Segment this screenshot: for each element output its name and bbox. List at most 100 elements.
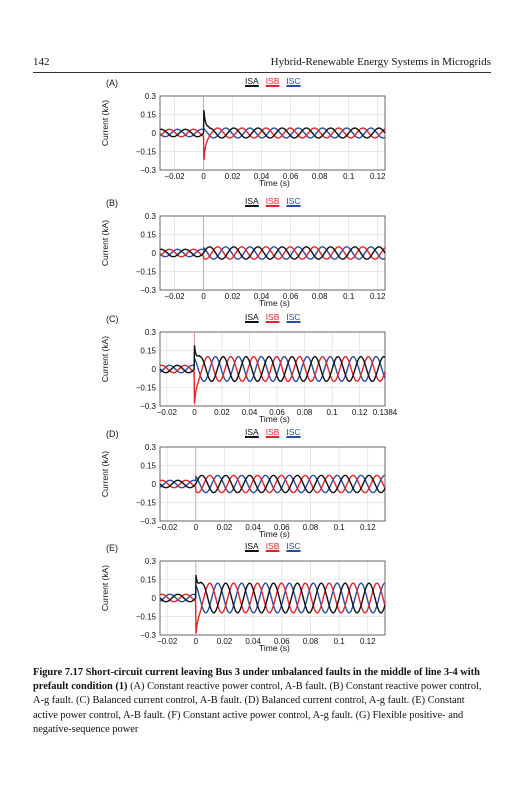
y-axis-label: Current (kA)	[100, 335, 110, 383]
x-tick-label: 0.1	[334, 523, 346, 532]
legend-entry: ISA	[245, 427, 259, 437]
legend-entry: ISA	[245, 76, 259, 86]
x-tick-label: 0.04	[245, 637, 261, 646]
series-line	[159, 345, 386, 382]
x-tick-label: 0.08	[303, 637, 319, 646]
legend: ISA ISB ISC	[245, 76, 301, 86]
x-axis-label: Time (s)	[259, 414, 290, 424]
series-line	[159, 246, 386, 260]
x-tick-label: 0	[194, 637, 199, 646]
x-tick-label: 0.1	[343, 292, 355, 301]
legend-entry: ISB	[265, 427, 280, 437]
y-tick-label: −0.15	[136, 384, 157, 393]
panel-label: (A)	[106, 78, 118, 88]
page-number: 142	[33, 56, 50, 68]
series-line	[159, 474, 386, 494]
chart-svg: 0.30.150−0.15−0.3−0.02 0 0.02 0.04 0.06 0.08 0…	[136, 443, 386, 532]
x-tick-label: −0.02	[157, 408, 178, 417]
chart-panel: (B) ISA ISB ISC Current (kA) Time (s) 0.3 0.15 0…	[100, 196, 402, 313]
x-tick-label: −0.02	[157, 523, 178, 532]
x-tick-label: 0.06	[283, 172, 299, 181]
legend: ISA ISB ISC	[245, 541, 301, 551]
x-tick-label: 0.08	[303, 523, 319, 532]
legend-entry: ISB	[265, 196, 280, 206]
x-tick-label: 0.04	[254, 172, 270, 181]
chart-svg: 0.30.150−0.15−0.3−0.02 0 0.02 0.04 0.06 0.08 0…	[136, 92, 386, 181]
y-tick-label: 0	[152, 480, 157, 489]
y-axis-label: Current (kA)	[100, 99, 110, 147]
x-tick-label: 0.08	[297, 408, 313, 417]
y-tick-label: −0.15	[136, 613, 157, 622]
legend-entry: ISA	[245, 312, 259, 322]
legend-entry: ISC	[286, 76, 301, 86]
series-line	[159, 474, 386, 494]
y-tick-label: −0.15	[136, 268, 157, 277]
y-axis-label: Current (kA)	[100, 219, 110, 267]
figure-caption: Figure 7.17 Short-circuit current leavin…	[33, 666, 491, 737]
y-tick-label: 0	[152, 594, 157, 603]
x-tick-label: 0.02	[225, 172, 241, 181]
chart-svg: 0.30.150−0.15−0.3−0.02 0 0.02 0.04 0.06 0.08 0…	[136, 557, 386, 646]
panel-label: (E)	[106, 543, 118, 553]
x-tick-label: 0	[194, 523, 199, 532]
y-axis-label: Current (kA)	[100, 564, 110, 612]
y-tick-label: 0.3	[145, 557, 157, 566]
y-tick-label: −0.3	[140, 517, 156, 526]
y-axis-label: Current (kA)	[100, 450, 110, 498]
series-line	[159, 582, 385, 614]
x-axis-label: Time (s)	[259, 178, 290, 188]
x-tick-label: 0.08	[312, 292, 328, 301]
series-line	[159, 246, 386, 260]
x-tick-label: 0	[201, 292, 206, 301]
x-axis-label: Time (s)	[259, 529, 290, 539]
legend-entry: ISB	[265, 312, 280, 322]
y-tick-label: −0.3	[140, 631, 156, 640]
panel-label: (D)	[106, 429, 119, 439]
y-tick-label: 0.15	[140, 347, 156, 356]
legend-entry: ISB	[265, 541, 280, 551]
y-tick-label: 0	[152, 129, 157, 138]
chart-svg: 0.30.150−0.15−0.3−0.02 0 0.02 0.04 0.06 0.08 0…	[136, 328, 398, 417]
legend-entry: ISC	[286, 312, 301, 322]
chart-panel: (A) ISA ISB ISC Current (kA) Time (s) 0.3 0.15 0…	[100, 76, 402, 193]
header-rule	[33, 72, 491, 73]
x-axis-label: Time (s)	[259, 298, 290, 308]
x-tick-label: 0.1	[334, 637, 346, 646]
x-tick-label: 0.12	[360, 523, 376, 532]
x-tick-label: 0.06	[274, 523, 290, 532]
x-tick-label: −0.02	[157, 637, 178, 646]
caption-text: (A) Constant reactive power control, A-B…	[33, 681, 482, 735]
y-tick-label: 0	[152, 249, 157, 258]
series-line	[159, 355, 386, 382]
series-line	[159, 574, 386, 614]
legend: ISA ISB ISC	[245, 312, 301, 322]
y-tick-label: 0.3	[145, 328, 157, 337]
legend-entry: ISA	[245, 196, 259, 206]
y-tick-label: 0	[152, 365, 157, 374]
y-tick-label: 0.15	[140, 462, 156, 471]
x-tick-label: 0.1	[327, 408, 339, 417]
series-line	[159, 127, 386, 161]
y-tick-label: 0.3	[145, 92, 157, 101]
x-tick-label: 0.06	[283, 292, 299, 301]
running-title: Hybrid-Renewable Energy Systems in Micro…	[270, 56, 491, 68]
x-tick-label: −0.02	[164, 172, 185, 181]
series-line	[159, 582, 386, 634]
x-tick-label: 0.04	[254, 292, 270, 301]
series-line	[159, 110, 386, 139]
x-tick-label: 0.1	[343, 172, 355, 181]
x-axis-label: Time (s)	[259, 643, 290, 653]
x-tick-label: −0.02	[164, 292, 185, 301]
legend-entry: ISA	[245, 541, 259, 551]
legend-entry: ISC	[286, 427, 301, 437]
legend: ISA ISB ISC	[245, 196, 301, 206]
y-tick-label: 0.3	[145, 443, 157, 452]
panel-label: (B)	[106, 198, 118, 208]
legend-entry: ISC	[286, 196, 301, 206]
x-tick-label: 0.12	[370, 292, 386, 301]
y-tick-label: 0.15	[140, 111, 156, 120]
x-tick-label: 0.04	[242, 408, 258, 417]
x-tick-label: 0.1384	[373, 408, 398, 417]
x-tick-label: 0	[192, 408, 197, 417]
x-tick-label: 0.06	[274, 637, 290, 646]
